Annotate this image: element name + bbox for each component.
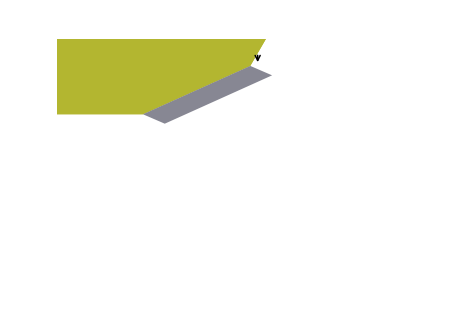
Polygon shape	[57, 39, 266, 114]
Polygon shape	[57, 39, 409, 287]
Polygon shape	[143, 66, 272, 124]
Polygon shape	[57, 39, 266, 114]
